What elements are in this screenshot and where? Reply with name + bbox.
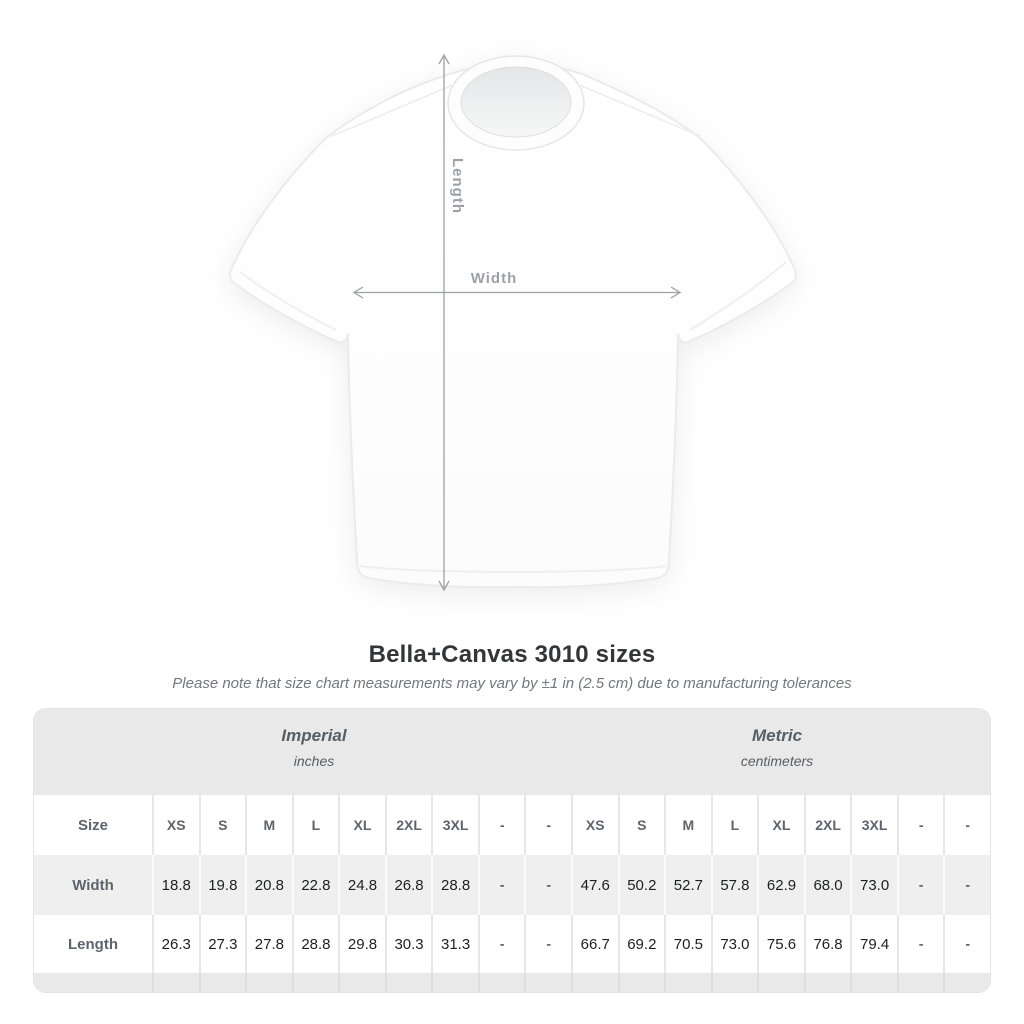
length-cell: - <box>943 915 990 973</box>
size-table: Imperial inches Metric centimeters Size … <box>33 708 991 993</box>
imperial-header: Imperial inches <box>281 726 346 769</box>
length-cell: 27.8 <box>245 915 292 973</box>
length-cell: 31.3 <box>431 915 478 973</box>
collar-opening <box>460 66 572 138</box>
width-cell: 52.7 <box>664 855 711 915</box>
size-cell: S <box>198 795 246 855</box>
length-cell: 28.8 <box>291 915 339 973</box>
size-cell: L <box>710 795 758 855</box>
size-cell: - <box>943 795 990 855</box>
length-cell: 69.2 <box>617 915 665 973</box>
length-arrow <box>438 53 450 592</box>
table-row-length: Length 26.3 27.3 27.8 28.8 29.8 30.3 31.… <box>34 915 990 973</box>
width-cell: 62.9 <box>757 855 804 915</box>
length-cell: 66.7 <box>571 915 618 973</box>
dimension-arrows <box>352 53 682 592</box>
length-cell: 29.8 <box>338 915 385 973</box>
size-cell: - <box>524 795 571 855</box>
width-cell: - <box>477 855 525 915</box>
metric-header: Metric centimeters <box>741 726 813 769</box>
width-cell: 22.8 <box>291 855 339 915</box>
product-photo: Length Width <box>229 53 797 592</box>
width-cell: 68.0 <box>803 855 851 915</box>
width-cell: 57.8 <box>710 855 758 915</box>
length-cell: 73.0 <box>710 915 758 973</box>
length-cell: 30.3 <box>384 915 432 973</box>
size-cell: XS <box>571 795 618 855</box>
length-label: Length <box>449 158 466 214</box>
size-cell: XL <box>338 795 385 855</box>
row-label-size: Size <box>77 816 108 834</box>
size-cell: 2XL <box>384 795 432 855</box>
length-cell: 75.6 <box>757 915 804 973</box>
size-cell: 3XL <box>850 795 897 855</box>
size-cell: - <box>896 795 944 855</box>
width-arrow <box>352 286 682 299</box>
size-cell: XS <box>152 795 199 855</box>
width-cell: 19.8 <box>198 855 246 915</box>
imperial-subtitle: inches <box>293 753 335 769</box>
table-footer <box>34 973 990 992</box>
tshirt-image <box>229 53 797 592</box>
row-label-width: Width <box>72 876 114 894</box>
metric-title: Metric <box>751 726 803 745</box>
width-cell: 20.8 <box>245 855 292 915</box>
page-title: Bella+Canvas 3010 sizes <box>368 641 656 668</box>
width-cell: 24.8 <box>338 855 385 915</box>
width-cell: 28.8 <box>431 855 478 915</box>
tshirt-silhouette <box>229 55 797 589</box>
size-cell: M <box>245 795 292 855</box>
width-cell: 50.2 <box>617 855 665 915</box>
size-cell: L <box>291 795 339 855</box>
width-cell: - <box>896 855 944 915</box>
size-cell: - <box>477 795 525 855</box>
imperial-title: Imperial <box>281 726 347 745</box>
length-cell: 26.3 <box>152 915 199 973</box>
length-cell: 27.3 <box>198 915 246 973</box>
row-label-length: Length <box>68 935 118 953</box>
width-cell: 73.0 <box>850 855 897 915</box>
length-cell: - <box>896 915 944 973</box>
size-cell: 2XL <box>803 795 851 855</box>
length-cell: - <box>477 915 525 973</box>
length-cell: 79.4 <box>850 915 897 973</box>
metric-subtitle: centimeters <box>740 753 814 769</box>
table-row-sizes: Size XS S M L XL 2XL 3XL - - XS S M L XL… <box>34 795 990 855</box>
table-header: Imperial inches Metric centimeters <box>34 709 990 795</box>
size-cell: 3XL <box>431 795 478 855</box>
size-cell: S <box>617 795 665 855</box>
width-cell: 26.8 <box>384 855 432 915</box>
size-cell: XL <box>757 795 804 855</box>
length-cell: 70.5 <box>664 915 711 973</box>
table-row-width: Width 18.8 19.8 20.8 22.8 24.8 26.8 28.8… <box>34 855 990 915</box>
page-subtitle: Please note that size chart measurements… <box>172 675 852 692</box>
length-cell: - <box>524 915 571 973</box>
width-cell: 18.8 <box>152 855 199 915</box>
width-label: Width <box>470 270 518 287</box>
length-cell: 76.8 <box>803 915 851 973</box>
width-cell: 47.6 <box>571 855 618 915</box>
width-cell: - <box>943 855 990 915</box>
width-cell: - <box>524 855 571 915</box>
size-cell: M <box>664 795 711 855</box>
